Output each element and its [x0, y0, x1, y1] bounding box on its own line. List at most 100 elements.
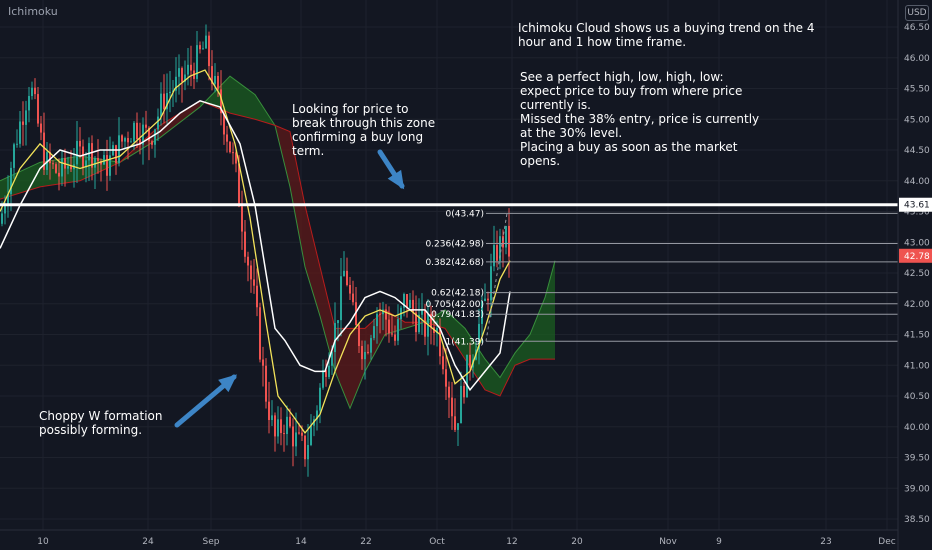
candle-body — [391, 333, 393, 335]
fib-trend-line — [485, 213, 508, 342]
cloud-segment — [290, 131, 305, 267]
candle-body — [37, 94, 39, 124]
fib-level-label: 0.62(42.18) — [431, 289, 484, 299]
annotation-w-formation: Choppy W formation possibly forming. — [39, 409, 163, 437]
candle-body — [322, 370, 324, 388]
candle-body — [295, 432, 297, 447]
candle-body — [13, 144, 15, 168]
candle-body — [241, 206, 243, 232]
candle-body — [151, 141, 153, 145]
fibonacci-retracement[interactable]: 0(43.47) 0.236(42.98) 0.382(42.68) 0.62(42.… — [425, 209, 898, 347]
time-tick-label: 24 — [142, 537, 154, 547]
price-tick-label: 44.50 — [904, 146, 930, 156]
cloud-segment — [545, 260, 555, 360]
candle-body — [1, 213, 3, 224]
cloud-segment — [500, 352, 515, 396]
candle-body — [217, 75, 219, 90]
price-tick-label: 40.00 — [904, 423, 930, 433]
candle-body — [154, 129, 156, 145]
candle-body — [412, 299, 414, 313]
candle-body — [415, 312, 417, 333]
candle-body — [325, 370, 327, 377]
candle-body — [10, 167, 12, 195]
candle-body — [424, 310, 426, 337]
cloud-segment — [320, 266, 335, 372]
ichimoku-lines — [0, 69, 898, 434]
candle-body — [418, 314, 420, 333]
time-tick-label: Dec — [878, 537, 895, 547]
candle-body — [31, 87, 33, 97]
candle-body — [160, 93, 162, 117]
candle-body — [199, 45, 201, 50]
candle-body — [451, 397, 453, 417]
candle-body — [442, 356, 444, 370]
candle-body — [70, 166, 72, 170]
candle-body — [223, 113, 225, 135]
candle-body — [250, 265, 252, 280]
candle-body — [307, 444, 309, 460]
candle-body — [331, 352, 333, 366]
time-tick-label: Oct — [429, 537, 445, 547]
price-axis[interactable]: 46.50 46.00 45.50 45.00 44.50 44.00 43.50 43.00… — [897, 0, 932, 550]
price-tick-label: 39.00 — [904, 484, 930, 494]
time-axis[interactable]: 10 24 Sep 14 22 Oct 12 20 Nov 9 23 Dec — [0, 529, 898, 547]
candle-body — [508, 225, 510, 257]
candle-body — [334, 323, 336, 353]
tenkan-sen-line — [0, 69, 511, 434]
candle-body — [367, 351, 369, 353]
cloud-segment — [445, 309, 465, 360]
candle-body — [28, 96, 30, 111]
candle-body — [328, 365, 330, 377]
candle-body — [133, 122, 135, 142]
price-tick-label: 42.00 — [904, 300, 930, 310]
candle-body — [379, 313, 381, 315]
resistance-price-badge — [899, 197, 932, 212]
candle-body — [58, 172, 60, 177]
candle-body — [184, 74, 186, 82]
symbol-watermark: Ichimoku — [8, 5, 58, 18]
candle-body — [79, 140, 81, 147]
candle-body — [211, 66, 213, 84]
candle-body — [496, 245, 498, 261]
price-tick-label: 43.00 — [904, 238, 930, 248]
candle-body — [481, 301, 483, 324]
candle-body — [445, 369, 447, 387]
candle-body — [130, 141, 132, 143]
arrow-to-breakout-zone-head — [387, 169, 405, 190]
time-tick-label: Nov — [659, 537, 677, 547]
arrow-to-w-formation-head — [218, 374, 238, 393]
cloud-segment — [515, 334, 530, 366]
candle-body — [82, 146, 84, 168]
candle-body — [220, 89, 222, 114]
candle-body — [40, 123, 42, 133]
time-tick-label: 12 — [506, 537, 517, 547]
candle-body — [244, 231, 246, 257]
candle-body — [292, 426, 294, 447]
candle-body — [364, 351, 366, 360]
candle-body — [34, 87, 36, 95]
cloud-segment — [485, 359, 500, 396]
candle-body — [478, 323, 480, 350]
candle-body — [289, 416, 291, 427]
time-tick-label: 14 — [295, 537, 307, 547]
time-tick-label: 20 — [571, 537, 583, 547]
candle-body — [55, 164, 57, 173]
candle-body — [91, 143, 93, 168]
currency-badge[interactable]: USD — [905, 5, 929, 21]
cloud-segment — [305, 205, 320, 317]
candle-body — [358, 325, 360, 347]
candle-body — [115, 145, 117, 164]
price-tick-label: 46.50 — [904, 23, 930, 33]
candle-body — [202, 48, 204, 50]
candle-body — [394, 334, 396, 341]
candle-body — [226, 134, 228, 142]
candle-body — [232, 152, 234, 154]
candle-body — [274, 415, 276, 437]
candle-body — [259, 307, 261, 360]
candle-body — [283, 433, 285, 435]
candle-body — [85, 160, 87, 168]
candle-body — [127, 138, 129, 143]
candle-body — [256, 285, 258, 308]
candle-body — [187, 64, 189, 75]
